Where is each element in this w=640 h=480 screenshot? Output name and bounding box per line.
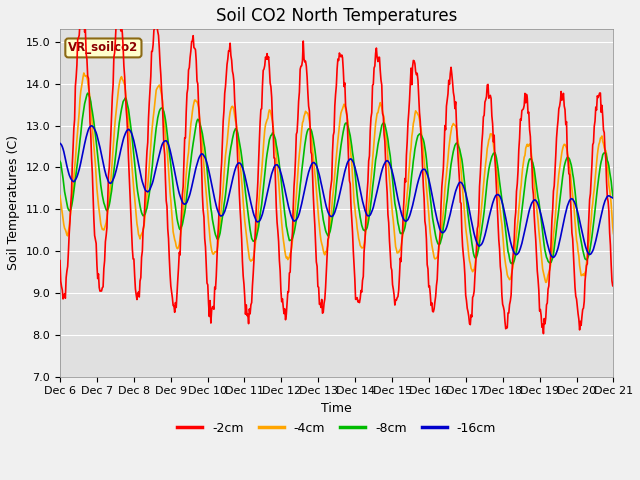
Line: -8cm: -8cm (60, 93, 614, 264)
-16cm (550, 254, 557, 260)
-8cm (124, 103, 132, 108)
-8cm (66, 208, 74, 214)
-8cm (180, 214, 188, 219)
-2cm (77, 4, 85, 10)
Y-axis label: Soil Temperatures (C): Soil Temperatures (C) (7, 135, 20, 270)
-2cm (56, 258, 64, 264)
Legend: -2cm, -4cm, -8cm, -16cm: -2cm, -4cm, -8cm, -16cm (172, 417, 501, 440)
-4cm (405, 171, 413, 177)
X-axis label: Time: Time (321, 402, 352, 415)
-16cm (209, 189, 217, 194)
-8cm (56, 158, 64, 164)
Line: -4cm: -4cm (60, 73, 614, 282)
-2cm (540, 331, 547, 336)
-16cm (56, 141, 64, 146)
-8cm (84, 90, 92, 96)
-16cm (421, 167, 429, 172)
-8cm (405, 199, 413, 204)
-16cm (66, 174, 74, 180)
-8cm (610, 195, 618, 201)
-4cm (56, 193, 64, 199)
-2cm (405, 110, 413, 116)
Line: -2cm: -2cm (60, 7, 614, 334)
Title: Soil CO2 North Temperatures: Soil CO2 North Temperatures (216, 7, 458, 25)
-2cm (180, 159, 188, 165)
-4cm (610, 231, 618, 237)
-8cm (421, 145, 429, 151)
Line: -16cm: -16cm (60, 126, 614, 257)
-4cm (180, 201, 188, 206)
Text: VR_soilco2: VR_soilco2 (68, 41, 138, 54)
-2cm (209, 304, 217, 310)
-8cm (509, 261, 516, 267)
-2cm (610, 284, 618, 289)
-4cm (80, 70, 88, 76)
-16cm (124, 127, 132, 133)
-16cm (88, 123, 95, 129)
-2cm (66, 219, 74, 225)
-4cm (124, 111, 132, 117)
-16cm (180, 201, 188, 207)
-8cm (209, 221, 217, 227)
-2cm (421, 218, 429, 224)
-16cm (610, 195, 618, 201)
-4cm (542, 279, 550, 285)
-4cm (421, 165, 429, 171)
-16cm (405, 215, 413, 221)
-4cm (66, 215, 74, 221)
-2cm (124, 133, 132, 139)
-4cm (209, 252, 217, 257)
